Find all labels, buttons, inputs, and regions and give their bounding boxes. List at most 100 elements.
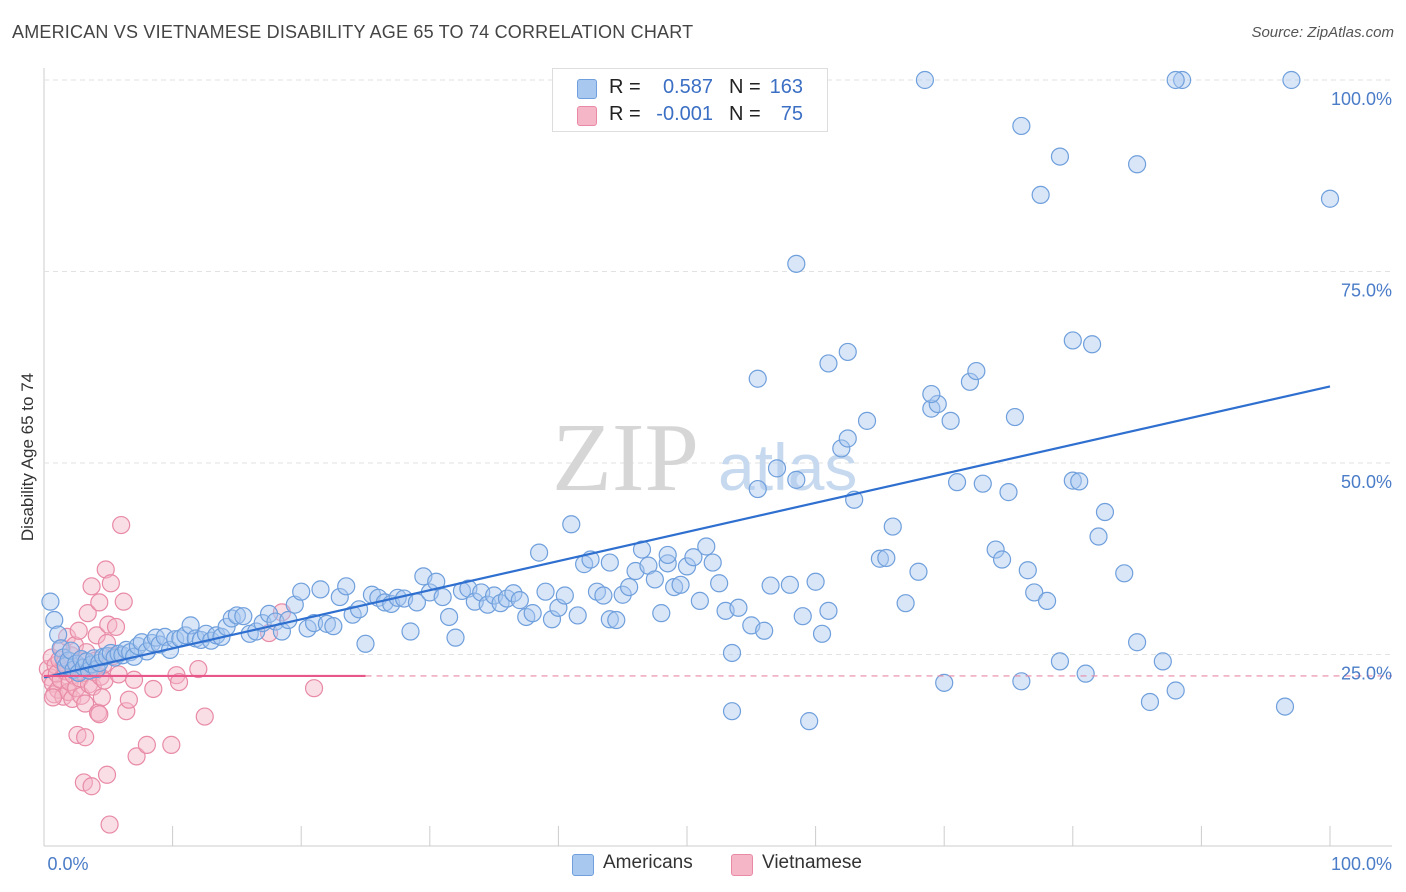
vietnamese-point [90, 705, 109, 724]
y-tick-label: 25.0% [1341, 664, 1392, 684]
americans-point [1063, 471, 1082, 490]
x-axis-ticks [43, 826, 1331, 846]
vietnamese-point [112, 515, 131, 535]
americans-point [748, 369, 767, 388]
americans-point [761, 576, 780, 595]
vietnamese-point [76, 728, 95, 747]
americans-point [292, 582, 311, 601]
americans-point [1282, 70, 1301, 90]
americans-point [677, 557, 697, 576]
americans-point [491, 594, 510, 613]
americans-point [838, 429, 857, 448]
americans-point [909, 562, 928, 581]
americans-point [941, 411, 960, 430]
americans-point [819, 601, 838, 620]
americans-point [337, 577, 356, 596]
americans-point [652, 604, 671, 623]
legend-r-label: R = [609, 103, 641, 125]
vietnamese-point [162, 735, 181, 754]
americans-point [1153, 652, 1172, 671]
vietnamese-swatch [577, 106, 597, 126]
vietnamese-point [78, 604, 97, 623]
vietnamese-point [137, 735, 156, 754]
americans-point [41, 592, 60, 611]
vietnamese-point [304, 679, 324, 698]
americans-point [812, 624, 832, 643]
americans-point [555, 586, 574, 605]
americans-point [1012, 116, 1031, 136]
americans-point [806, 572, 825, 591]
vietnamese-point [69, 621, 88, 640]
americans-points [41, 70, 1340, 731]
legend-n-label: N = [729, 103, 761, 125]
vietnamese-point [189, 659, 208, 679]
americans-point [1018, 561, 1037, 580]
americans-point [793, 607, 812, 626]
americans-point [1050, 147, 1070, 166]
americans-point [620, 577, 639, 597]
americans-point [607, 610, 626, 630]
americans-point [780, 575, 799, 594]
vietnamese-point [109, 665, 128, 684]
americans-point [132, 633, 151, 652]
americans-point [729, 598, 748, 617]
vietnamese-point [106, 617, 126, 637]
americans-point [922, 384, 941, 404]
americans-point [658, 545, 677, 565]
americans-point [1166, 681, 1185, 700]
americans-point [1050, 652, 1070, 671]
americans-point [1089, 527, 1108, 546]
americans-point [857, 411, 877, 430]
vietnamese-point [76, 694, 95, 713]
americans-point [1063, 331, 1082, 350]
americans-point [542, 610, 562, 629]
americans-point [504, 584, 523, 603]
americans-point [710, 574, 729, 593]
americans-point [819, 354, 838, 373]
vietnamese-point [127, 747, 146, 766]
watermark: ZIP atlas [552, 404, 857, 512]
americans-point [562, 515, 581, 534]
vietnamese-point [43, 688, 63, 707]
americans-point [1037, 591, 1057, 610]
americans-point [1127, 155, 1147, 174]
americans-trend-line [43, 385, 1331, 679]
americans-point [986, 540, 1005, 559]
americans-point [49, 625, 68, 644]
x-axis-max-label: 100.0% [1331, 854, 1392, 874]
americans-point [523, 604, 542, 623]
americans-point [568, 606, 587, 625]
americans-point [227, 606, 246, 625]
americans-point [787, 470, 806, 489]
americans-point [896, 594, 915, 613]
americans-point [510, 591, 529, 610]
americans-point [870, 549, 890, 568]
americans-point [928, 394, 947, 414]
americans-point [703, 553, 722, 572]
americans-point [671, 575, 690, 594]
americans-point [356, 634, 375, 653]
legend-r-value: 0.587 [662, 76, 713, 98]
legend-r-value: -0.001 [656, 103, 713, 125]
vietnamese-point [97, 765, 117, 784]
americans-point [748, 479, 767, 499]
americans-point [1140, 692, 1160, 712]
americans-point [1166, 70, 1185, 90]
y-axis-title: Disability Age 65 to 74 [18, 373, 37, 541]
americans-point [1005, 407, 1025, 427]
americans-point [1076, 664, 1095, 683]
americans-point [304, 613, 324, 633]
americans-point [915, 70, 935, 90]
americans-point [697, 537, 716, 556]
americans-point [1173, 70, 1192, 90]
trend-lines [43, 385, 1392, 679]
americans-point [767, 459, 787, 478]
americans-point [722, 643, 742, 663]
americans-point [446, 628, 465, 647]
vietnamese-point [82, 777, 101, 796]
americans-point [530, 543, 549, 562]
americans-point [973, 474, 992, 493]
americans-point [439, 607, 459, 627]
americans-point [755, 621, 774, 640]
americans-point [883, 517, 902, 536]
